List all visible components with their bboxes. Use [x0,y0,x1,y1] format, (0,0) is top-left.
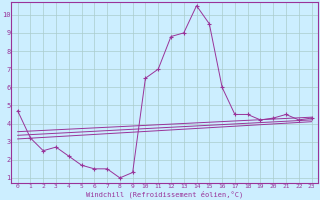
X-axis label: Windchill (Refroidissement éolien,°C): Windchill (Refroidissement éolien,°C) [86,190,243,198]
